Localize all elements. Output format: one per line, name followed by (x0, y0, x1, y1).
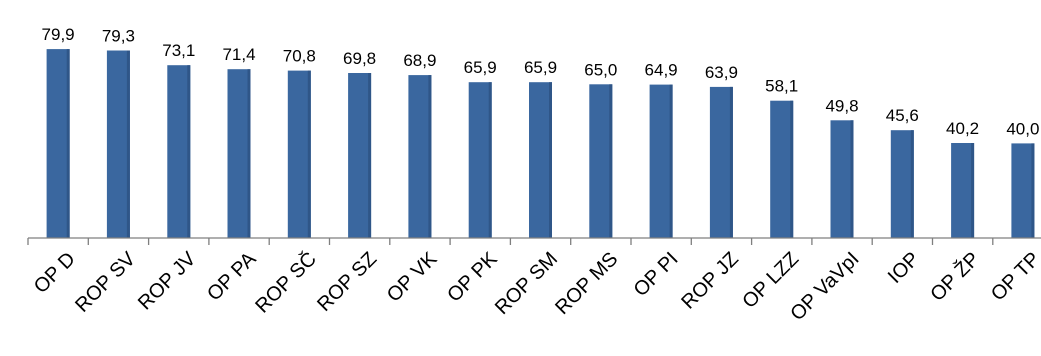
bar (106, 50, 130, 238)
data-label: 63,9 (705, 63, 738, 82)
bars-group (46, 49, 1035, 239)
bar-edge-shade (729, 86, 733, 239)
data-label: 69,8 (343, 49, 376, 68)
bar (830, 120, 854, 238)
data-label: 65,0 (584, 60, 617, 79)
bar-edge-shade (428, 75, 432, 238)
bar (468, 82, 492, 238)
bar (167, 65, 191, 238)
data-label: 70,8 (283, 47, 316, 66)
bar (529, 82, 552, 238)
bar-edge-shade (790, 100, 794, 238)
category-label: OP TP (987, 248, 1041, 305)
data-label: 58,1 (765, 77, 798, 96)
data-label: 65,9 (524, 58, 557, 77)
bar-edge-shade (609, 84, 613, 238)
data-label: 40,0 (1006, 119, 1039, 138)
bar-edge-shade (1031, 143, 1035, 238)
data-label: 49,8 (825, 96, 858, 115)
data-label: 68,9 (403, 51, 436, 70)
category-label: IOP (884, 248, 924, 288)
bar-edge-shade (66, 49, 70, 238)
bar (408, 75, 432, 238)
bar (287, 70, 311, 238)
bar-edge-shade (187, 65, 191, 238)
category-label: OP PA (203, 248, 261, 306)
data-label: 73,1 (162, 41, 195, 60)
category-label: OP PI (630, 248, 683, 301)
bar-edge-shade (549, 82, 552, 238)
bar (348, 73, 372, 238)
category-label: ROP SV (71, 248, 140, 317)
bar (46, 49, 70, 238)
data-label: 65,9 (464, 58, 497, 77)
bar-edge-shade (669, 84, 673, 238)
category-label: OP PK (443, 248, 502, 307)
bar-edge-shade (850, 120, 854, 238)
data-label: 71,4 (222, 45, 255, 64)
category-label: ROP MS (551, 248, 622, 319)
bar (649, 84, 673, 238)
x-axis-ticks (27, 238, 994, 245)
bar (227, 69, 251, 238)
bar-edge-shade (910, 130, 914, 238)
bar (770, 100, 794, 238)
bar-edge-shade (368, 73, 372, 238)
bar (1011, 143, 1035, 238)
bar (709, 86, 733, 239)
bar-edge-shade (247, 69, 251, 238)
value-labels-group: 79,9 79,3 73,1 71,4 70,8 69,8 68,9 65,9 65,9 65,0… (42, 25, 1040, 138)
data-label: 64,9 (645, 61, 678, 80)
category-label: ROP JZ (677, 248, 743, 314)
bar-edge-shade (488, 82, 492, 238)
data-label: 79,3 (102, 27, 135, 46)
category-label: ROP SČ (251, 247, 321, 317)
category-label: OP D (30, 248, 80, 298)
bar-edge-shade (971, 143, 975, 238)
category-label: ROP JV (134, 248, 201, 315)
data-label: 79,9 (42, 25, 75, 44)
category-label: ROP SZ (313, 248, 381, 316)
bar (589, 84, 613, 238)
category-label: OP ŽP (926, 247, 984, 305)
bar (951, 143, 975, 238)
data-label: 45,6 (886, 106, 919, 125)
bar (890, 130, 914, 238)
bar-edge-shade (307, 70, 311, 238)
data-label: 40,2 (946, 119, 979, 138)
bar-edge-shade (126, 50, 130, 238)
category-label: OP VK (383, 248, 442, 307)
category-label: ROP SM (491, 248, 562, 319)
